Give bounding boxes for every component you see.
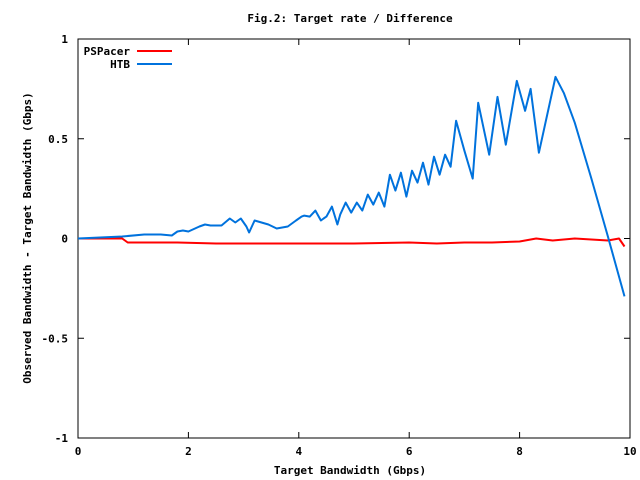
y-tick-label: 0 (61, 233, 68, 246)
y-axis-title: Observed Bandwidth - Target Bandwidth (G… (21, 92, 34, 383)
series-line-pspacer (78, 237, 626, 248)
series-lines (77, 75, 626, 297)
x-tick-label: 0 (75, 445, 82, 458)
x-axis-title: Target Bandwidth (Gbps) (274, 464, 426, 477)
plot-frame (77, 38, 631, 439)
ticks: 0 2 4 6 8 10 -1 -0.5 0 0.5 1 (42, 33, 637, 458)
series-line-htb (77, 75, 626, 297)
x-tick-label: 4 (295, 445, 302, 458)
chart-title: Fig.2: Target rate / Difference (247, 12, 453, 25)
x-tick-label: 10 (623, 445, 636, 458)
x-tick-label: 6 (406, 445, 413, 458)
x-tick-label: 8 (516, 445, 523, 458)
x-tick-label: 2 (185, 445, 192, 458)
y-tick-label: -0.5 (42, 332, 69, 345)
legend-label-pspacer: PSPacer (84, 45, 131, 58)
y-tick-label: 0.5 (48, 133, 68, 146)
legend-label-htb: HTB (110, 58, 130, 71)
y-tick-label: -1 (55, 432, 69, 445)
y-tick-label: 1 (61, 33, 68, 46)
